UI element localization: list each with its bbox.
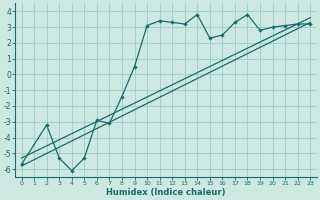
X-axis label: Humidex (Indice chaleur): Humidex (Indice chaleur)	[106, 188, 226, 197]
